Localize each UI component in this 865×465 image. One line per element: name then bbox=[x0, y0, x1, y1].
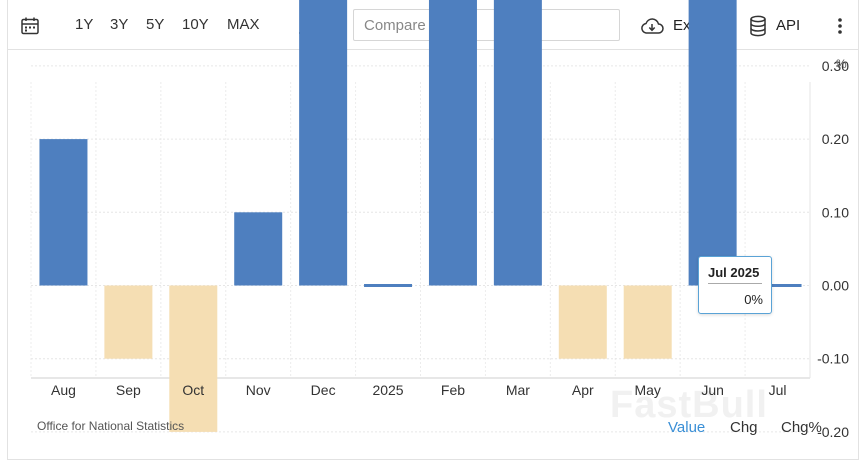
bar[interactable] bbox=[299, 0, 348, 286]
bar[interactable] bbox=[169, 285, 218, 432]
x-tick-label: May bbox=[634, 382, 660, 398]
bar[interactable] bbox=[688, 0, 737, 286]
grid-lines bbox=[30, 65, 811, 433]
value-tooltip: Jul 2025 0% bbox=[698, 256, 772, 314]
x-tick-label: Jul bbox=[769, 382, 787, 398]
calendar-icon[interactable] bbox=[20, 16, 40, 36]
x-tick-label: Feb bbox=[441, 382, 465, 398]
chart-toolbar: 1Y 3Y 5Y 10Y MAX Compare + Export API bbox=[7, 0, 859, 50]
x-tick-label: Mar bbox=[506, 382, 530, 398]
cloud-download-icon[interactable] bbox=[640, 16, 664, 36]
watermark-logo: FastBull bbox=[610, 384, 768, 426]
y-tick-label: 0.40 bbox=[822, 0, 849, 1]
y-tick-label: -0.20 bbox=[817, 424, 849, 440]
bar[interactable] bbox=[364, 284, 413, 287]
y-tick-label: 0.10 bbox=[822, 204, 849, 220]
y-unit-label: % bbox=[836, 57, 847, 71]
x-tick-label: 2025 bbox=[372, 382, 403, 398]
x-tick-label: Nov bbox=[246, 382, 271, 398]
bars bbox=[39, 0, 802, 432]
range-3y-button[interactable]: 3Y bbox=[110, 16, 129, 33]
x-tick-label: Apr bbox=[572, 382, 594, 398]
bar[interactable] bbox=[428, 0, 477, 286]
bar[interactable] bbox=[234, 212, 283, 286]
bar[interactable] bbox=[558, 285, 607, 359]
bar[interactable] bbox=[493, 0, 542, 286]
bar[interactable] bbox=[753, 284, 802, 287]
range-max-button[interactable]: MAX bbox=[227, 16, 260, 33]
value-tab[interactable]: Value bbox=[668, 419, 706, 436]
x-tick-label: Sep bbox=[116, 382, 141, 398]
x-tick-label: Jun bbox=[701, 382, 724, 398]
range-5y-button[interactable]: 5Y bbox=[146, 16, 165, 33]
change-percent-tab[interactable]: Chg% bbox=[781, 419, 822, 436]
bar[interactable] bbox=[623, 285, 672, 359]
x-tick-label: Oct bbox=[182, 382, 204, 398]
compare-input[interactable]: Compare + bbox=[353, 9, 620, 41]
source-label: Office for National Statistics bbox=[37, 419, 185, 433]
api-button[interactable]: API bbox=[776, 17, 801, 34]
tooltip-date: Jul 2025 bbox=[708, 265, 760, 280]
bar[interactable] bbox=[39, 139, 88, 286]
more-vertical-icon[interactable] bbox=[837, 17, 843, 35]
y-axis-labels: 0.500.400.300.200.100.00-0.10-0.20 bbox=[817, 0, 849, 440]
range-10y-button[interactable]: 10Y bbox=[182, 16, 209, 33]
x-tick-label: Aug bbox=[51, 382, 76, 398]
database-icon[interactable] bbox=[749, 15, 767, 37]
chart-frame bbox=[7, 0, 859, 460]
y-tick-label: -0.10 bbox=[817, 351, 849, 367]
x-tick-label: Dec bbox=[311, 382, 336, 398]
x-axis-labels: Aug Sep Oct Nov Dec 2025 Feb Mar Apr May Jun Jul bbox=[51, 382, 786, 398]
y-tick-label: 0.20 bbox=[822, 131, 849, 147]
tooltip-value: 0% bbox=[744, 292, 763, 307]
change-tab[interactable]: Chg bbox=[730, 419, 758, 436]
y-tick-label: 0.00 bbox=[822, 278, 849, 294]
bar[interactable] bbox=[104, 285, 153, 359]
tooltip-divider bbox=[708, 283, 762, 284]
range-1y-button[interactable]: 1Y bbox=[75, 16, 94, 33]
y-tick-label: 0.30 bbox=[822, 58, 849, 74]
